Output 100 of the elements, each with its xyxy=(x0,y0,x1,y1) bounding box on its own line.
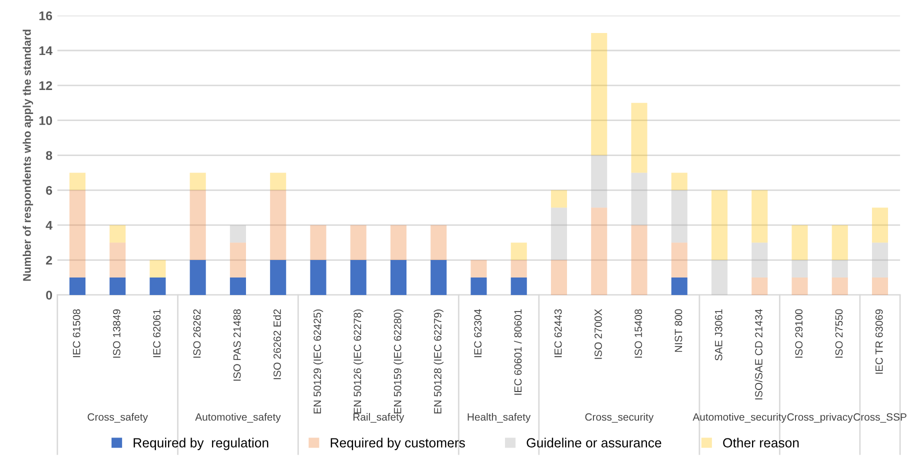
bar xyxy=(350,225,366,260)
text: Cross_security xyxy=(585,413,654,423)
text: Health_safety xyxy=(468,413,531,423)
x-tick-label: IEC 62443 xyxy=(554,309,562,358)
x-tick-label: ISO PAS 21488 xyxy=(233,309,241,381)
bar xyxy=(190,190,206,260)
bar xyxy=(792,225,808,260)
text: Automotive_security xyxy=(692,413,786,423)
bar xyxy=(150,260,166,278)
bar xyxy=(711,190,728,260)
x-tick-label: ISO 26262 Ed2 xyxy=(273,309,281,380)
x-tick-label: EN 50129 (IEC 62425) xyxy=(313,309,324,414)
bar xyxy=(832,277,848,295)
bar xyxy=(110,277,126,295)
bar xyxy=(671,190,688,243)
x-tick-label: ISO/SAE CD 21434 xyxy=(754,309,762,400)
bar xyxy=(752,277,768,295)
bar xyxy=(430,260,447,295)
x-tick-label: EN 50126 (IEC 62278) xyxy=(353,309,364,414)
bar xyxy=(430,225,447,260)
y-tick-label: 16 xyxy=(39,11,52,20)
bar xyxy=(550,208,568,260)
x-tick-label: IEC TR 63069 xyxy=(875,309,883,374)
legend-label: Other reason xyxy=(723,438,799,448)
bar xyxy=(310,260,326,295)
bar xyxy=(832,260,848,278)
bar xyxy=(872,208,888,243)
text: Cross_SSP xyxy=(854,413,906,423)
y-tick-label: 2 xyxy=(46,256,52,265)
y-tick-label: 14 xyxy=(39,46,52,56)
bar xyxy=(631,172,648,226)
bar xyxy=(591,208,608,295)
y-tick-label: 4 xyxy=(46,221,52,230)
bar xyxy=(230,277,246,295)
bar xyxy=(591,33,608,156)
bar xyxy=(832,225,848,260)
x-tick-label: IEC 61508 xyxy=(72,309,80,358)
bar xyxy=(470,260,487,278)
bar xyxy=(390,260,406,295)
bar xyxy=(110,225,126,243)
bar xyxy=(792,277,808,295)
legend-label: Required by customers xyxy=(330,438,465,450)
x-tick-label: EN 50128 (IEC 62279) xyxy=(434,309,444,414)
text: Cross_privacy xyxy=(787,413,853,423)
bar xyxy=(591,155,608,208)
x-tick-label: IEC 60601 / 80601 xyxy=(514,309,522,395)
bar xyxy=(510,242,527,260)
bar xyxy=(150,277,166,295)
x-tick-label: SAE J3061 xyxy=(714,309,722,360)
y-tick-label: 0 xyxy=(46,290,52,300)
bar xyxy=(510,277,527,295)
y-axis-title: Number of respondents who apply the standard xyxy=(22,30,34,281)
x-tick-label: IEC 62061 xyxy=(153,309,161,358)
x-tick-label: ISO 2700X xyxy=(594,309,602,359)
bar xyxy=(69,190,86,278)
bar xyxy=(510,260,527,278)
bar xyxy=(350,260,366,295)
bar xyxy=(69,277,86,295)
bar xyxy=(752,190,768,243)
x-tick-label: ISO 13849 xyxy=(113,309,120,358)
x-tick-label: NIST 800 xyxy=(674,309,682,352)
bar xyxy=(110,242,126,278)
bar xyxy=(270,260,286,295)
y-tick-label: 6 xyxy=(46,186,52,195)
legend-label: Guideline or assurance xyxy=(526,438,662,448)
x-tick-label: ISO 29100 xyxy=(795,309,803,358)
bar xyxy=(792,260,808,278)
y-tick-label: 12 xyxy=(39,81,52,90)
bar xyxy=(470,277,487,295)
bar xyxy=(872,242,888,278)
bar xyxy=(230,225,246,243)
x-tick-label: IEC 62304 xyxy=(474,309,482,358)
bar xyxy=(671,172,688,190)
bar xyxy=(631,102,648,173)
text: Cross_safety xyxy=(88,413,148,423)
bar xyxy=(711,260,728,295)
text: Automotive_safety xyxy=(195,413,281,423)
bar xyxy=(671,242,688,278)
bar xyxy=(310,225,326,260)
bar xyxy=(671,277,688,295)
bar xyxy=(190,260,206,295)
bar xyxy=(270,190,286,260)
x-tick-label: ISO 15408 xyxy=(634,309,642,358)
legend-label: Required by regulation xyxy=(134,438,268,450)
bar xyxy=(190,172,206,190)
bar xyxy=(230,242,246,278)
bar xyxy=(752,242,768,278)
y-tick-label: 10 xyxy=(39,116,52,125)
x-tick-label: EN 50159 (IEC 62280) xyxy=(394,309,404,414)
y-tick-label: 8 xyxy=(46,151,52,160)
bar xyxy=(69,172,86,190)
bar xyxy=(872,277,888,295)
bar xyxy=(550,260,568,295)
x-tick-label: ISO 27550 xyxy=(835,309,843,358)
text: Rail_safety xyxy=(354,413,404,423)
bar xyxy=(550,190,568,208)
bar xyxy=(631,225,648,295)
x-tick-label: ISO 26262 xyxy=(193,309,201,358)
bar xyxy=(270,172,286,190)
bar xyxy=(390,225,406,260)
